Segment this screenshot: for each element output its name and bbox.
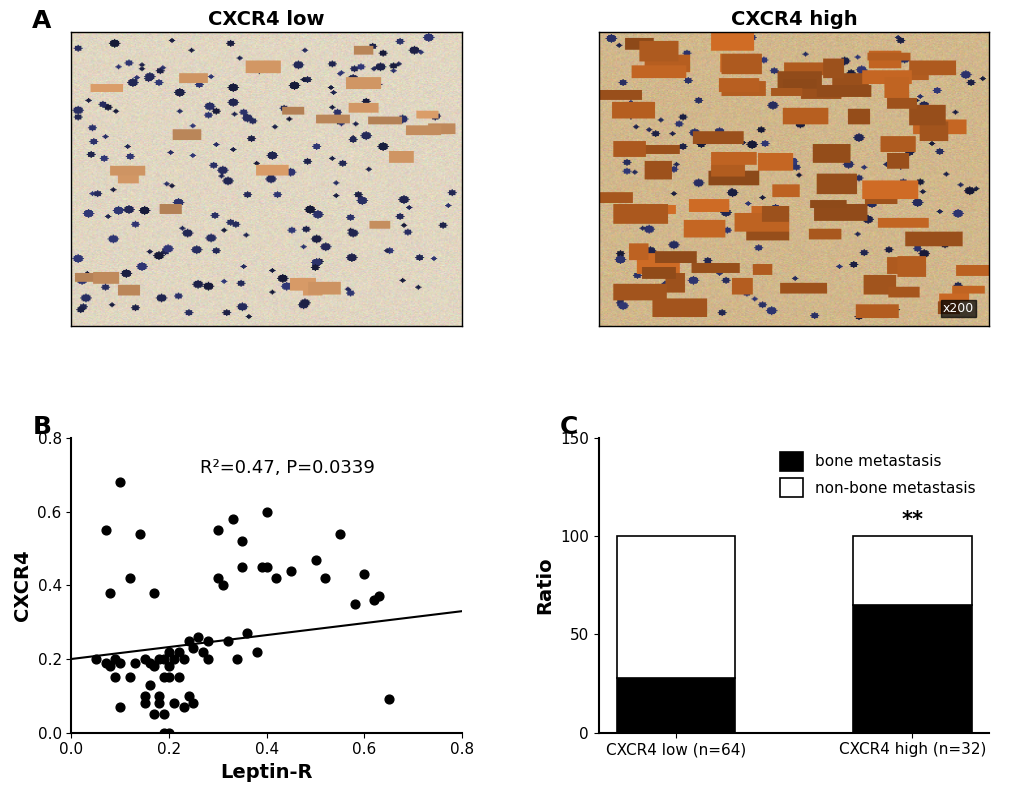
Point <box>346 597 363 610</box>
Point <box>214 579 230 592</box>
Point <box>156 671 172 683</box>
Point <box>170 645 186 658</box>
Legend: bone metastasis, non-bone metastasis: bone metastasis, non-bone metastasis <box>773 446 981 503</box>
Point <box>268 572 284 584</box>
Point <box>249 645 265 658</box>
Point <box>137 696 153 709</box>
Point <box>107 653 123 666</box>
Text: A: A <box>33 9 52 33</box>
Point <box>146 660 162 673</box>
Point <box>102 660 118 673</box>
Point <box>137 653 153 666</box>
Point <box>98 524 114 537</box>
Point <box>282 564 299 577</box>
Point <box>151 653 167 666</box>
Point <box>112 476 128 489</box>
Text: B: B <box>33 415 51 439</box>
Bar <box>853 605 971 733</box>
Point <box>331 527 347 540</box>
Point <box>166 696 182 709</box>
Text: C: C <box>559 415 578 439</box>
Point <box>185 696 202 709</box>
Point <box>210 572 226 584</box>
Point <box>142 679 158 691</box>
Text: x200: x200 <box>942 302 973 315</box>
Point <box>200 653 216 666</box>
Point <box>371 590 387 603</box>
Point <box>210 524 226 537</box>
Point <box>380 693 396 706</box>
Point <box>234 535 251 547</box>
Point <box>185 642 202 654</box>
Point <box>88 653 104 666</box>
Point <box>195 645 211 658</box>
Point <box>161 660 177 673</box>
Point <box>356 568 372 581</box>
Text: R²=0.47, P=0.0339: R²=0.47, P=0.0339 <box>200 459 375 477</box>
Text: **: ** <box>901 510 922 530</box>
Point <box>137 689 153 702</box>
Point <box>126 656 143 669</box>
Point <box>258 560 274 573</box>
Point <box>156 726 172 739</box>
Point <box>161 726 177 739</box>
Point <box>161 645 177 658</box>
Point <box>180 689 197 702</box>
Point <box>151 696 167 709</box>
Point <box>142 656 158 669</box>
Point <box>170 671 186 683</box>
Point <box>307 553 323 566</box>
Point <box>219 634 235 647</box>
Point <box>366 594 382 607</box>
Point <box>131 527 148 540</box>
Point <box>146 708 162 720</box>
Point <box>98 656 114 669</box>
Point <box>151 689 167 702</box>
Point <box>175 700 192 713</box>
Y-axis label: CXCR4: CXCR4 <box>13 550 32 621</box>
Point <box>112 656 128 669</box>
Point <box>156 653 172 666</box>
Title: CXCR4 low: CXCR4 low <box>208 10 325 29</box>
Point <box>254 560 270 573</box>
Bar <box>615 536 734 678</box>
Point <box>200 634 216 647</box>
Point <box>229 653 246 666</box>
Point <box>190 630 206 643</box>
Point <box>107 671 123 683</box>
Point <box>180 634 197 647</box>
Point <box>166 653 182 666</box>
Bar <box>853 536 971 605</box>
Point <box>146 586 162 599</box>
Point <box>121 572 138 584</box>
Title: CXCR4 high: CXCR4 high <box>730 10 857 29</box>
Point <box>161 671 177 683</box>
Point <box>102 586 118 599</box>
Point <box>258 506 274 518</box>
Point <box>238 627 255 640</box>
Point <box>121 671 138 683</box>
X-axis label: Leptin-R: Leptin-R <box>220 763 313 782</box>
Point <box>175 653 192 666</box>
Point <box>112 700 128 713</box>
Point <box>156 708 172 720</box>
Point <box>234 560 251 573</box>
Point <box>224 513 240 526</box>
Y-axis label: Ratio: Ratio <box>535 556 554 614</box>
Bar <box>615 678 734 733</box>
Point <box>317 572 333 584</box>
